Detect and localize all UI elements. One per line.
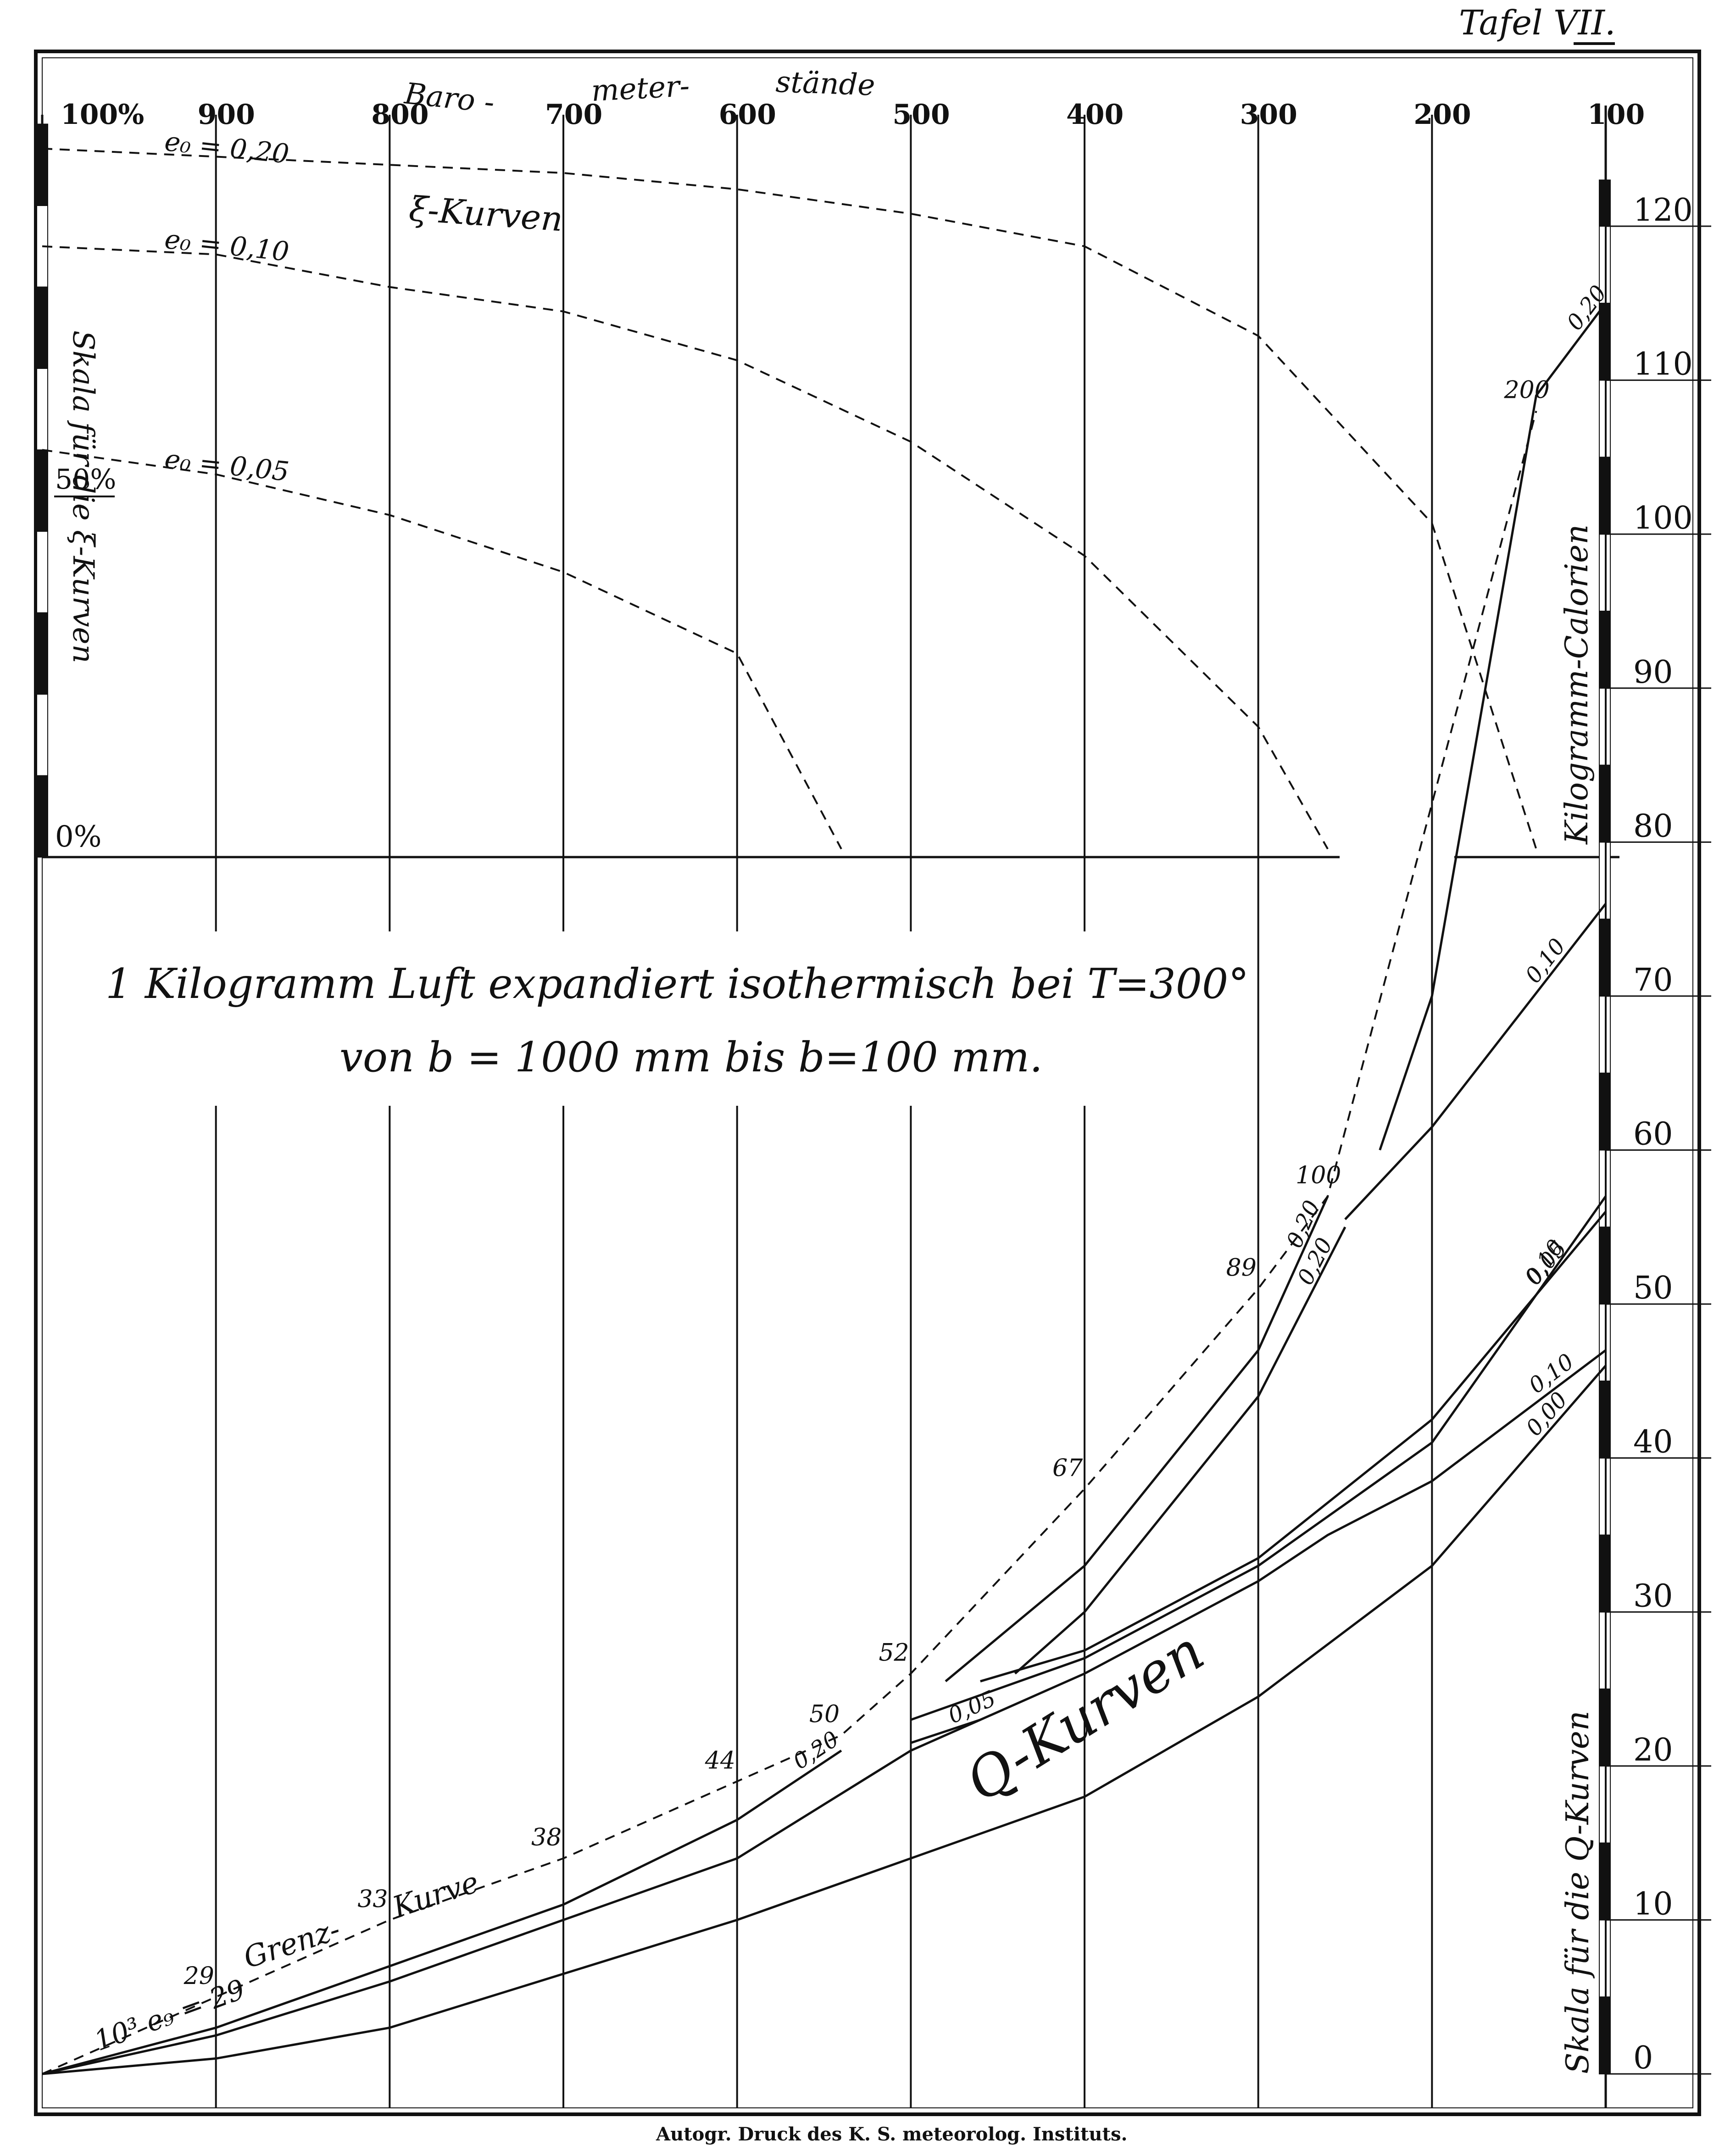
grenz-annotation-44: 44 [705, 1747, 735, 1774]
right-axis-ticks: 0 10 20 30 40 50 60 70 80 90 100 110 120 [1606, 192, 1711, 2076]
grenz-label-2: Kurve [388, 1865, 483, 1925]
chart-subtitle: von b = 1000 mm bis b=100 mm. [339, 1033, 1043, 1081]
q-curve-5 [910, 1349, 1607, 1744]
q-curve-0 [42, 1365, 1607, 2075]
xi-curves: e₀ = 0,20 e₀ = 0,10 e₀ = 0,05 [42, 126, 1537, 850]
left-tick-50: 50% [55, 463, 116, 496]
top-tick-800: 800 [371, 99, 428, 131]
left-scale-block [36, 775, 48, 858]
top-axis-ticks: 100% 900 800 700 600 500 400 300 200 100 [61, 99, 1645, 131]
left-scale-block [36, 531, 48, 613]
outer-frame [34, 50, 1701, 2116]
right-tick-90: 90 [1633, 654, 1673, 691]
right-axis-label-2: Skala für die Q-Kurven [1560, 1711, 1596, 2074]
top-axis-label-part-2: meter- [590, 69, 690, 108]
q-curve-1 [42, 1718, 981, 2075]
grenz-annotation-100: 100 [1296, 1162, 1341, 1189]
xi-curve-2 [42, 449, 842, 850]
title-backdrop [92, 931, 1129, 1106]
pressure-gridlines [215, 115, 1607, 2108]
right-tick-50: 50 [1633, 1270, 1673, 1306]
grenz-annotation-67: 67 [1052, 1454, 1083, 1482]
left-scale-block [36, 123, 48, 206]
grenz-annotation-33: 33 [357, 1885, 388, 1913]
right-tick-20: 20 [1633, 1732, 1673, 1768]
right-tick-0: 0 [1633, 2040, 1653, 2076]
left-scale-block [36, 286, 48, 369]
plate-label: Tafel VII. [1459, 3, 1616, 43]
right-tick-70: 70 [1633, 962, 1673, 998]
top-tick-400: 400 [1066, 99, 1124, 131]
top-tick-500: 500 [892, 99, 950, 131]
grenz-annotation-29: 29 [184, 1962, 214, 1990]
right-tick-40: 40 [1633, 1424, 1673, 1460]
curve-annotations: 29 33 38 44 50 52 67 89 100 200 [184, 377, 1550, 1990]
grenz-label-1: Grenz- [239, 1912, 344, 1975]
xi-curve-label-1: e₀ = 0,10 [163, 223, 291, 267]
q-curve-4 [910, 1195, 1607, 1721]
inner-frame [42, 57, 1693, 2108]
q-curve-7 [1014, 1226, 1347, 1675]
top-axis-label: Baro - meter- stände [402, 65, 875, 120]
right-tick-30: 30 [1633, 1578, 1673, 1614]
grenz-curve [42, 411, 1537, 2075]
xi-curve-label-2: e₀ = 0,05 [163, 443, 291, 487]
chart-title: 1 Kilogramm Luft expandiert isothermisch… [106, 960, 1249, 1008]
q-curve-6 [945, 1196, 1329, 1683]
left-tick-0: 0% [55, 820, 102, 854]
top-axis-label-part-3: stände [775, 65, 875, 103]
left-scale-block [36, 612, 48, 695]
right-axis-label: Kilogramm-Calorien [1559, 524, 1595, 845]
top-tick-200: 200 [1413, 99, 1471, 131]
left-scale-block [36, 368, 48, 451]
grenz-annotation-52: 52 [879, 1639, 909, 1666]
right-tick-80: 80 [1633, 808, 1673, 844]
top-tick-700: 700 [545, 99, 602, 131]
q-curve-2 [42, 1750, 842, 2075]
right-tick-10: 10 [1633, 1886, 1673, 1922]
grenz-annotation-200: 200 [1504, 377, 1550, 404]
xi-curve-1 [42, 245, 1329, 850]
top-tick-600: 600 [719, 99, 776, 131]
grenz-annotation-50: 50 [809, 1701, 840, 1728]
grenz-annotation-38: 38 [531, 1824, 562, 1851]
q-curves: 0,000,050,200,050,100,100,200,200,100,20 [42, 280, 1612, 2075]
top-tick-1000: 100% [61, 99, 144, 131]
grenz-curve-line [42, 411, 1537, 2075]
q-curve-label-8: 0,10 [1520, 934, 1571, 988]
top-tick-300: 300 [1240, 99, 1297, 131]
top-tick-900: 900 [198, 99, 255, 131]
grenz-annotation-89: 89 [1226, 1254, 1257, 1282]
right-tick-110: 110 [1633, 346, 1693, 383]
right-tick-120: 120 [1633, 192, 1693, 228]
left-scale-bar [36, 115, 48, 858]
q-curve-9 [1379, 302, 1607, 1151]
xi-panel-title: ξ-Kurven [408, 189, 564, 239]
left-scale-block [36, 449, 48, 532]
right-tick-100: 100 [1633, 500, 1693, 536]
q-curve-8 [1344, 903, 1607, 1220]
left-scale-block [36, 694, 48, 776]
q-curve-3 [980, 1211, 1607, 1683]
right-tick-60: 60 [1633, 1116, 1673, 1153]
xi-curve-label-0: e₀ = 0,20 [163, 126, 291, 170]
footer-imprint: Autogr. Druck des K. S. meteorolog. Inst… [656, 2123, 1127, 2145]
top-tick-100: 100 [1587, 99, 1645, 131]
